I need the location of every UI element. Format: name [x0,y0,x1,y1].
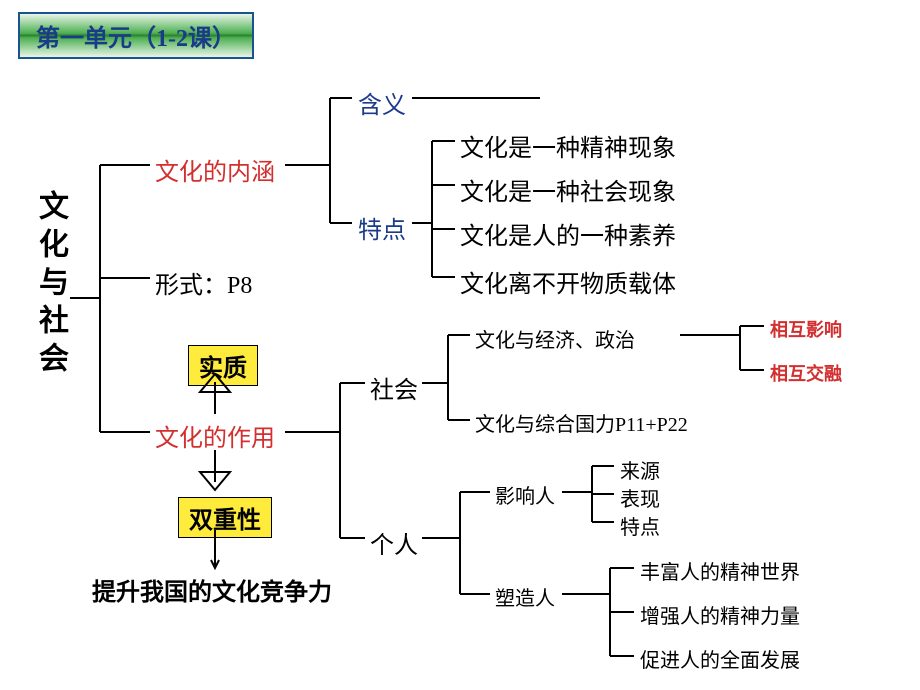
influence-item-2: 特点 [620,511,660,540]
feature-item-0: 文化是一种精神现象 [460,128,676,163]
shape-item-2: 促进人的全面发展 [640,644,800,673]
unit-title: 第一单元（1-2课） [18,12,254,59]
society-node: 社会 [370,370,418,405]
econ-sub-0: 相互影响 [770,316,842,342]
duality-tag: 双重性 [178,497,272,538]
feature-item-1: 文化是一种社会现象 [460,172,676,207]
society-power: 文化与综合国力P11+P22 [475,408,688,437]
econ-sub-1: 相互交融 [770,360,842,386]
branch-connotation: 文化的内涵 [155,152,275,187]
connotation-meaning: 含义 [358,85,406,120]
individual-node: 个人 [370,525,418,560]
branch-form: 形式：P8 [155,265,252,300]
influence-node: 影响人 [495,480,555,509]
influence-item-1: 表现 [620,483,660,512]
feature-item-2: 文化是人的一种素养 [460,216,676,251]
shape-node: 塑造人 [495,582,555,611]
function-foot: 提升我国的文化竞争力 [92,572,332,607]
shape-item-1: 增强人的精神力量 [640,600,800,629]
connotation-features: 特点 [358,210,406,245]
shape-item-0: 丰富人的精神世界 [640,556,800,585]
society-econ: 文化与经济、政治 [475,324,635,353]
branch-function: 文化的作用 [155,418,275,453]
feature-item-3: 文化离不开物质载体 [460,264,676,299]
essence-tag: 实质 [188,345,258,386]
influence-item-0: 来源 [620,455,660,484]
root-node: 文化与社会 [28,190,72,380]
